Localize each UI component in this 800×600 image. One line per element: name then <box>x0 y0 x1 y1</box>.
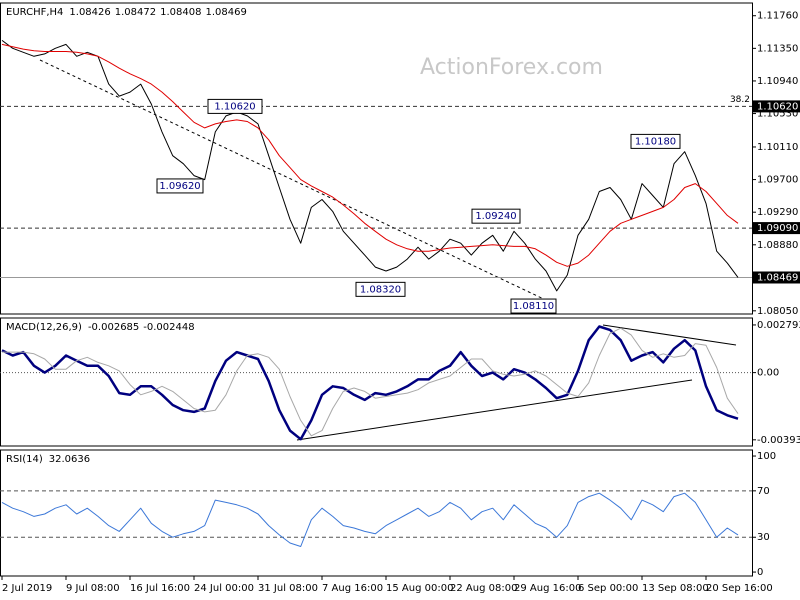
y-tick-label: 100 <box>757 451 776 462</box>
series-line <box>1 492 739 547</box>
annotation-box <box>471 208 521 224</box>
y-tick-label: 1.09700 <box>757 175 798 186</box>
series-line <box>1 39 739 292</box>
level-tag <box>753 271 800 284</box>
y-tick-label: 0 <box>757 567 763 578</box>
x-tick-label: 9 Jul 08:00 <box>66 583 120 594</box>
annotation-label: 1.08110 <box>513 301 554 312</box>
panel-header: MACD(12,26,9) -0.002685 -0.002448 <box>6 322 195 333</box>
panel-frame <box>0 449 753 577</box>
trend-line <box>296 379 693 441</box>
x-tick-label: 31 Jul 08:00 <box>258 583 318 594</box>
x-tick-label: 29 Aug 16:00 <box>514 583 581 594</box>
y-tick-label: 1.08880 <box>757 240 798 251</box>
header-value: -0.002448 <box>143 322 194 333</box>
y-tick-label: 1.10940 <box>757 76 798 87</box>
annotation-label: 1.09620 <box>159 181 200 192</box>
annotation-box <box>510 298 557 314</box>
y-tick-label: 30 <box>757 532 770 543</box>
level-label: 1.09090 <box>757 223 798 234</box>
y-tick-label: 1.10110 <box>757 142 798 153</box>
y-tick-label: 0.00 <box>757 368 779 379</box>
annotation-box <box>207 98 263 114</box>
x-tick-label: 22 Aug 08:00 <box>450 583 517 594</box>
y-tick-label: 1.11350 <box>757 43 798 54</box>
panel-header: EURCHF,H4 1.08426 1.08472 1.08408 1.08469 <box>6 7 247 18</box>
series-line <box>2 327 739 437</box>
series-line <box>1 325 739 441</box>
level-label: 1.08469 <box>757 272 798 283</box>
level-tag <box>753 222 800 235</box>
header-value: 1.08472 <box>115 7 156 18</box>
y-tick-label: 1.09290 <box>757 207 798 218</box>
header-value: 1.08469 <box>205 7 246 18</box>
y-tick-label: 1.11760 <box>757 11 798 22</box>
annotation-label: 1.10620 <box>214 101 255 112</box>
x-tick-label: 15 Aug 00:00 <box>386 583 453 594</box>
header-title: MACD(12,26,9) <box>6 322 82 333</box>
y-tick-label: 0.002793 <box>757 320 800 331</box>
annotation-box <box>630 133 681 149</box>
x-tick-label: 20 Sep 16:00 <box>706 583 773 594</box>
trend-line <box>39 59 551 303</box>
y-tick-label: 1.10530 <box>757 109 798 120</box>
x-tick-label: 2 Jul 2019 <box>2 583 52 594</box>
header-value: 1.08408 <box>160 7 201 18</box>
annotation-label: 1.08320 <box>360 284 401 295</box>
y-tick-label: -0.003938 <box>757 435 800 446</box>
header-value: -0.002685 <box>88 322 139 333</box>
x-tick-label: 6 Sep 00:00 <box>578 583 638 594</box>
x-tick-label: 13 Sep 08:00 <box>642 583 709 594</box>
panel-header: RSI(14) 32.0636 <box>6 454 90 465</box>
series-line <box>1 43 739 267</box>
level-tag <box>753 100 800 113</box>
x-tick-label: 24 Jul 00:00 <box>194 583 254 594</box>
x-tick-label: 7 Aug 16:00 <box>322 583 383 594</box>
header-title: EURCHF,H4 <box>6 7 63 18</box>
y-tick-label: 1.08050 <box>757 306 798 317</box>
y-tick-label: 70 <box>757 486 770 497</box>
watermark: ActionForex.com <box>420 55 603 80</box>
panel-frame <box>0 317 753 447</box>
fib-label: 38.2 <box>730 95 750 105</box>
panel-frame <box>0 2 753 315</box>
annotation-box <box>156 178 204 194</box>
header-value: 1.08426 <box>69 7 110 18</box>
header-value: 32.0636 <box>49 454 90 465</box>
annotation-label: 1.09240 <box>475 211 516 222</box>
annotation-box <box>355 281 406 297</box>
level-label: 1.10620 <box>757 101 798 112</box>
x-tick-label: 16 Jul 16:00 <box>130 583 190 594</box>
trend-line <box>602 324 737 346</box>
annotation-label: 1.10180 <box>635 136 676 147</box>
header-title: RSI(14) <box>6 454 43 465</box>
